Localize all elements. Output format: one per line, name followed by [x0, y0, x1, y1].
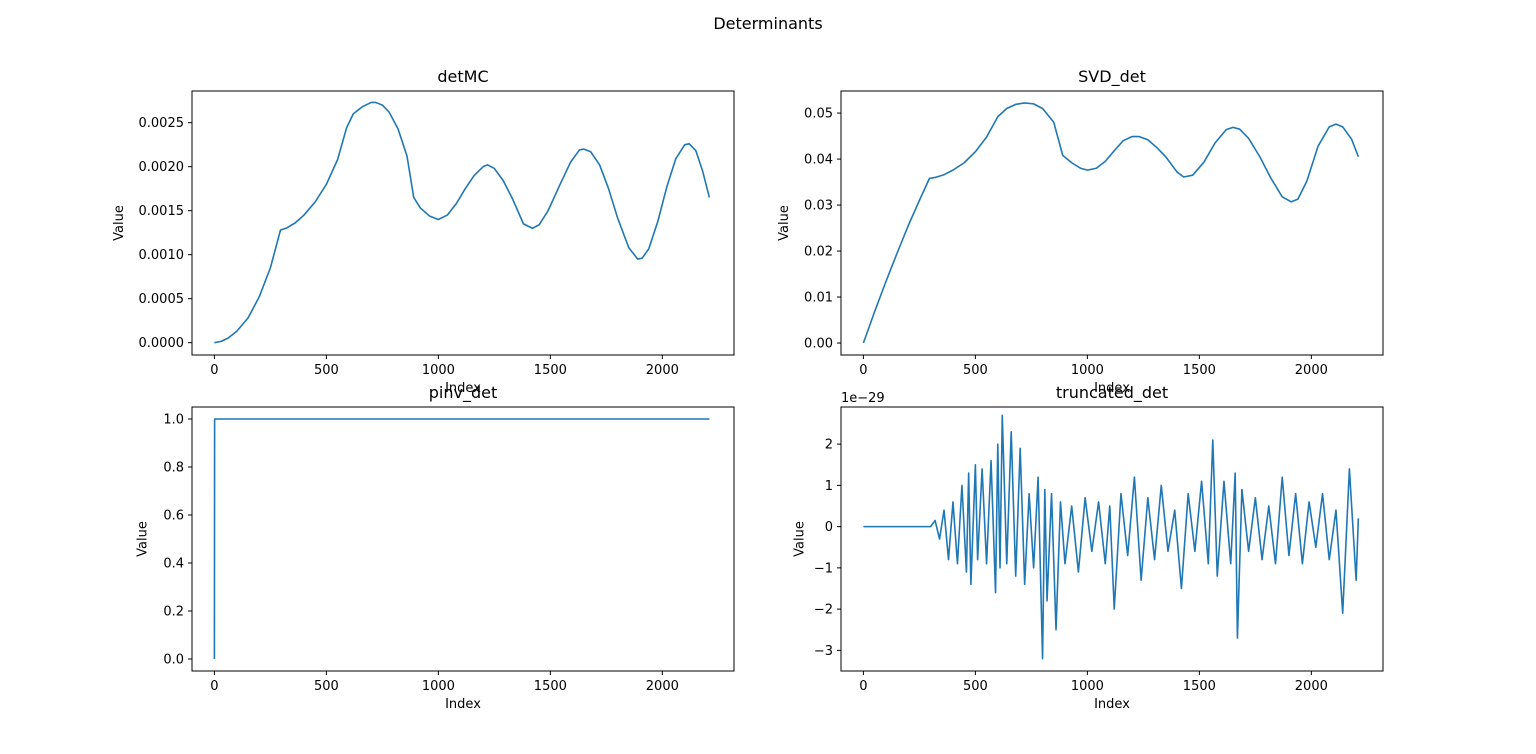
axes-frame [840, 406, 1384, 672]
y-tick-label: −1 [814, 561, 833, 576]
subplot-detmc: 0 500 1000 1500 2000 0.0000 0.0005 0.0010 0.0015… [112, 67, 735, 396]
x-tick-label: 1000 [422, 363, 455, 378]
x-axis-label: Index [1094, 381, 1130, 396]
subplot-svd-det: 0 500 1000 1500 2000 0.00 0.01 0.02 0.03 0.04 0.05… [777, 67, 1384, 396]
axis-offset-text: 1e−29 [841, 391, 885, 406]
x-axis-label: Index [445, 697, 481, 712]
y-tick-label: 0.0010 [139, 248, 185, 263]
y-tick-label: −2 [814, 603, 833, 618]
y-tick-label: 0.0 [163, 653, 184, 668]
x-tick-label: 1000 [1071, 363, 1104, 378]
y-tick-label: 0.8 [163, 461, 184, 476]
subplot-title: pinv_det [429, 383, 497, 403]
x-tick-label: 1500 [534, 363, 567, 378]
subplot-title: SVD_det [1078, 67, 1146, 87]
series-line [213, 418, 710, 660]
x-tick-label: 1000 [422, 679, 455, 694]
subplot-title: detMC [437, 67, 488, 86]
y-tick-label: 0.0005 [139, 292, 185, 307]
x-tick-label: 0 [210, 679, 218, 694]
subplot-pinv-det: 0 500 1000 1500 2000 0.0 0.2 0.4 0.6 0.8 1.0 pinv_d… [136, 383, 735, 712]
x-tick-label: 2000 [1295, 679, 1328, 694]
x-tick-label: 1000 [1071, 679, 1104, 694]
y-tick-label: 0.02 [804, 245, 833, 260]
y-tick-label: 1.0 [163, 413, 184, 428]
x-tick-label: 500 [314, 363, 339, 378]
y-tick-label: −3 [814, 644, 833, 659]
x-tick-label: 2000 [1295, 363, 1328, 378]
y-tick-label: 0.05 [804, 107, 833, 122]
y-axis-label: Value [777, 205, 792, 241]
x-tick-label: 1500 [1183, 679, 1216, 694]
y-tick-label: 0.2 [163, 605, 184, 620]
axes-frame [840, 90, 1384, 356]
y-tick-label: 1 [825, 479, 833, 494]
y-axis-label: Value [112, 205, 127, 241]
x-tick-label: 1500 [1183, 363, 1216, 378]
x-tick-label: 0 [210, 363, 218, 378]
y-tick-label: 0.6 [163, 509, 184, 524]
x-tick-label: 1500 [534, 679, 567, 694]
y-axis-label: Value [792, 521, 807, 557]
y-tick-label: 0.0015 [139, 204, 185, 219]
y-axis-label: Value [136, 521, 151, 557]
y-tick-label: 0.03 [804, 199, 833, 214]
series-line [214, 101, 711, 344]
x-axis-label: Index [1094, 697, 1130, 712]
x-tick-label: 0 [859, 679, 867, 694]
x-tick-label: 500 [963, 679, 988, 694]
y-tick-label: 0.4 [163, 557, 184, 572]
y-tick-label: 0 [825, 520, 833, 535]
y-tick-label: 0.00 [804, 337, 833, 352]
x-axis-label: Index [445, 381, 481, 396]
y-tick-label: 0.0000 [139, 336, 185, 351]
x-tick-label: 500 [963, 363, 988, 378]
y-tick-label: 0.04 [804, 153, 833, 168]
y-tick-label: 0.01 [804, 291, 833, 306]
y-tick-label: 0.0020 [139, 160, 185, 175]
figure-title: Determinants [713, 14, 822, 33]
axes-frame [191, 90, 735, 356]
subplot-truncated-det: 0 500 1000 1500 2000−3−2−1012truncated_detIn… [792, 383, 1384, 712]
x-tick-label: 500 [314, 679, 339, 694]
y-tick-label: 2 [825, 438, 833, 453]
y-tick-label: 0.0025 [139, 116, 185, 131]
series-line [863, 414, 1360, 660]
x-tick-label: 0 [859, 363, 867, 378]
series-line [862, 102, 1360, 344]
axes-frame [191, 406, 735, 672]
x-tick-label: 2000 [646, 363, 679, 378]
subplot-title: truncated_det [1056, 383, 1168, 403]
x-tick-label: 2000 [646, 679, 679, 694]
